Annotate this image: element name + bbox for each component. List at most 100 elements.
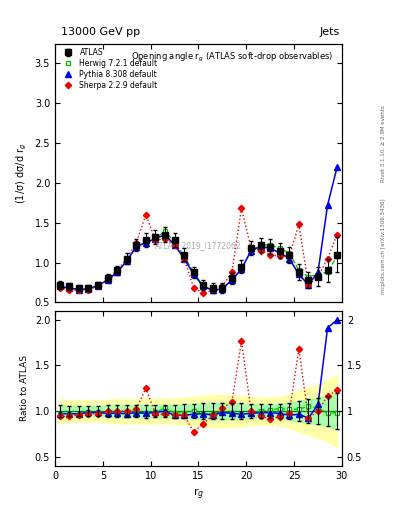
Pythia 8.308 default bbox=[220, 286, 225, 292]
Sherpa 2.2.9 default bbox=[316, 274, 320, 280]
Herwig 7.2.1 default bbox=[153, 236, 158, 242]
Herwig 7.2.1 default bbox=[325, 269, 330, 275]
Sherpa 2.2.9 default bbox=[220, 283, 225, 289]
Herwig 7.2.1 default bbox=[287, 250, 292, 256]
Herwig 7.2.1 default bbox=[249, 247, 253, 253]
Pythia 8.308 default bbox=[115, 269, 119, 275]
Pythia 8.308 default bbox=[211, 287, 215, 293]
Line: Sherpa 2.2.9 default: Sherpa 2.2.9 default bbox=[58, 206, 339, 295]
Herwig 7.2.1 default bbox=[115, 269, 119, 275]
Sherpa 2.2.9 default bbox=[287, 253, 292, 259]
Legend: ATLAS, Herwig 7.2.1 default, Pythia 8.308 default, Sherpa 2.2.9 default: ATLAS, Herwig 7.2.1 default, Pythia 8.30… bbox=[57, 46, 160, 92]
Sherpa 2.2.9 default bbox=[182, 255, 187, 262]
Herwig 7.2.1 default bbox=[125, 258, 129, 264]
Herwig 7.2.1 default bbox=[268, 242, 273, 248]
Herwig 7.2.1 default bbox=[230, 277, 234, 283]
Herwig 7.2.1 default bbox=[57, 283, 62, 289]
Sherpa 2.2.9 default bbox=[96, 283, 101, 289]
Sherpa 2.2.9 default bbox=[57, 285, 62, 291]
Line: Herwig 7.2.1 default: Herwig 7.2.1 default bbox=[57, 228, 340, 292]
Sherpa 2.2.9 default bbox=[325, 255, 330, 262]
Pythia 8.308 default bbox=[316, 269, 320, 275]
Text: ATLAS_2019_I1772062: ATLAS_2019_I1772062 bbox=[155, 241, 242, 250]
Pythia 8.308 default bbox=[57, 283, 62, 289]
Pythia 8.308 default bbox=[125, 258, 129, 264]
Herwig 7.2.1 default bbox=[220, 285, 225, 291]
Pythia 8.308 default bbox=[96, 283, 101, 289]
Sherpa 2.2.9 default bbox=[277, 253, 282, 259]
Sherpa 2.2.9 default bbox=[163, 236, 167, 242]
Sherpa 2.2.9 default bbox=[172, 242, 177, 248]
Sherpa 2.2.9 default bbox=[306, 282, 311, 288]
Pythia 8.308 default bbox=[239, 266, 244, 272]
Text: mcplots.cern.ch [arXiv:1306.3436]: mcplots.cern.ch [arXiv:1306.3436] bbox=[381, 198, 386, 293]
Herwig 7.2.1 default bbox=[86, 286, 91, 292]
Herwig 7.2.1 default bbox=[67, 285, 72, 291]
Herwig 7.2.1 default bbox=[258, 242, 263, 248]
Pythia 8.308 default bbox=[77, 287, 81, 293]
Sherpa 2.2.9 default bbox=[211, 287, 215, 293]
Pythia 8.308 default bbox=[325, 202, 330, 208]
Pythia 8.308 default bbox=[163, 231, 167, 238]
Herwig 7.2.1 default bbox=[211, 287, 215, 293]
Sherpa 2.2.9 default bbox=[249, 245, 253, 251]
Sherpa 2.2.9 default bbox=[239, 205, 244, 211]
Pythia 8.308 default bbox=[277, 250, 282, 256]
Text: Rivet 3.1.10, ≥ 2.9M events: Rivet 3.1.10, ≥ 2.9M events bbox=[381, 105, 386, 182]
Sherpa 2.2.9 default bbox=[125, 255, 129, 262]
Pythia 8.308 default bbox=[258, 244, 263, 250]
Sherpa 2.2.9 default bbox=[115, 267, 119, 273]
Pythia 8.308 default bbox=[86, 286, 91, 292]
Sherpa 2.2.9 default bbox=[134, 240, 139, 246]
Herwig 7.2.1 default bbox=[96, 283, 101, 289]
Pythia 8.308 default bbox=[105, 277, 110, 283]
Herwig 7.2.1 default bbox=[143, 240, 148, 246]
Pythia 8.308 default bbox=[335, 164, 340, 170]
Line: Pythia 8.308 default: Pythia 8.308 default bbox=[57, 164, 340, 293]
Sherpa 2.2.9 default bbox=[67, 287, 72, 293]
Herwig 7.2.1 default bbox=[163, 228, 167, 234]
X-axis label: r$_g$: r$_g$ bbox=[193, 486, 204, 502]
Sherpa 2.2.9 default bbox=[191, 285, 196, 291]
Pythia 8.308 default bbox=[191, 271, 196, 278]
Herwig 7.2.1 default bbox=[77, 287, 81, 293]
Pythia 8.308 default bbox=[67, 285, 72, 291]
Sherpa 2.2.9 default bbox=[268, 251, 273, 258]
Pythia 8.308 default bbox=[143, 240, 148, 246]
Sherpa 2.2.9 default bbox=[230, 269, 234, 275]
Herwig 7.2.1 default bbox=[191, 269, 196, 275]
Pythia 8.308 default bbox=[297, 271, 301, 278]
Sherpa 2.2.9 default bbox=[201, 290, 206, 296]
Pythia 8.308 default bbox=[172, 242, 177, 248]
Herwig 7.2.1 default bbox=[105, 277, 110, 283]
Sherpa 2.2.9 default bbox=[77, 287, 81, 293]
Text: 13000 GeV pp: 13000 GeV pp bbox=[61, 27, 140, 37]
Sherpa 2.2.9 default bbox=[335, 231, 340, 238]
Y-axis label: (1/σ) dσ/d r$_g$: (1/σ) dσ/d r$_g$ bbox=[15, 142, 29, 204]
Y-axis label: Ratio to ATLAS: Ratio to ATLAS bbox=[20, 355, 29, 421]
Sherpa 2.2.9 default bbox=[258, 247, 263, 253]
Herwig 7.2.1 default bbox=[239, 266, 244, 272]
Sherpa 2.2.9 default bbox=[143, 211, 148, 218]
Pythia 8.308 default bbox=[182, 255, 187, 262]
Pythia 8.308 default bbox=[134, 244, 139, 250]
Pythia 8.308 default bbox=[153, 236, 158, 242]
Sherpa 2.2.9 default bbox=[86, 287, 91, 293]
Text: Opening angle r$_g$ (ATLAS soft-drop observables): Opening angle r$_g$ (ATLAS soft-drop obs… bbox=[131, 51, 333, 65]
Text: Jets: Jets bbox=[320, 27, 340, 37]
Pythia 8.308 default bbox=[306, 282, 311, 288]
Herwig 7.2.1 default bbox=[335, 253, 340, 259]
Sherpa 2.2.9 default bbox=[297, 221, 301, 227]
Herwig 7.2.1 default bbox=[277, 245, 282, 251]
Herwig 7.2.1 default bbox=[201, 283, 206, 289]
Herwig 7.2.1 default bbox=[182, 253, 187, 259]
Pythia 8.308 default bbox=[287, 255, 292, 262]
Pythia 8.308 default bbox=[230, 277, 234, 283]
Sherpa 2.2.9 default bbox=[105, 275, 110, 282]
Herwig 7.2.1 default bbox=[306, 274, 311, 280]
Herwig 7.2.1 default bbox=[172, 240, 177, 246]
Sherpa 2.2.9 default bbox=[153, 237, 158, 243]
Herwig 7.2.1 default bbox=[316, 271, 320, 278]
Herwig 7.2.1 default bbox=[297, 267, 301, 273]
Pythia 8.308 default bbox=[201, 283, 206, 289]
